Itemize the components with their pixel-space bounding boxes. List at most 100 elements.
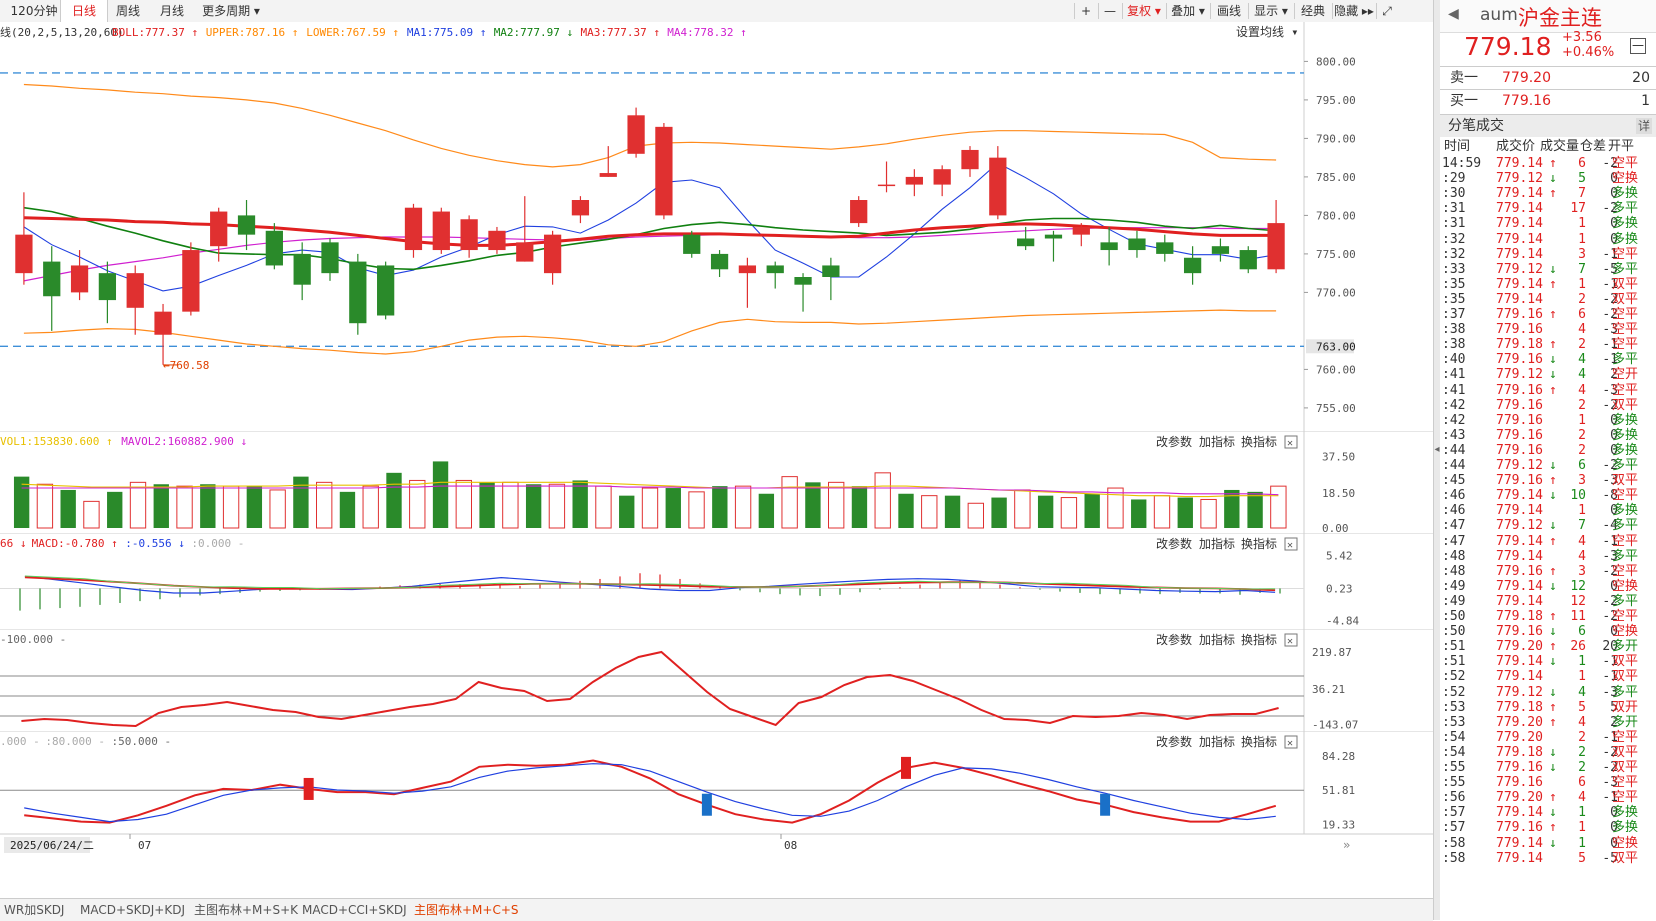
period-tab-2[interactable]: 周线 xyxy=(115,4,140,18)
tick-volume: 12 xyxy=(1570,593,1586,609)
scroll-right-icon[interactable]: » xyxy=(1343,838,1350,852)
close-icon[interactable]: ✕ xyxy=(1287,438,1293,449)
add-indicator-button[interactable]: 加指标 xyxy=(1199,434,1235,449)
zoom-out-button[interactable]: — xyxy=(1104,4,1116,18)
switch-indicator-button[interactable]: 换指标 xyxy=(1241,434,1277,449)
candles xyxy=(15,107,1285,365)
skdj-d-line xyxy=(24,763,1276,823)
minimize-icon[interactable]: — xyxy=(1630,38,1646,54)
tick-price: 779.14 xyxy=(1496,231,1543,247)
expand-icon[interactable]: ⤢ xyxy=(1382,4,1392,18)
tick-type: 空平 xyxy=(1612,337,1639,353)
tick-direction: ↑ xyxy=(1549,533,1557,549)
close-panel-button[interactable] xyxy=(1284,435,1298,449)
tick-type: 多平 xyxy=(1612,352,1639,368)
switch-indicator-button[interactable]: 换指标 xyxy=(1241,536,1277,551)
candle-body xyxy=(154,311,172,335)
tick-oi-change: -2 xyxy=(1602,291,1618,307)
close-panel-button[interactable] xyxy=(1284,735,1298,749)
edit-params-button[interactable]: 改参数 xyxy=(1156,632,1192,647)
tick-row: :46 779.14 ↓ 10 -8 空平 xyxy=(1440,488,1650,504)
draw-button[interactable]: 画线 xyxy=(1216,4,1241,18)
volume-ma-line xyxy=(21,481,1279,498)
tick-volume: 6 xyxy=(1578,307,1586,322)
tick-volume: 4 xyxy=(1578,367,1586,383)
template-tab-4[interactable]: 主图布林+M+C+S xyxy=(414,903,519,917)
edit-params-button[interactable]: 改参数 xyxy=(1156,734,1192,749)
add-indicator-button[interactable]: 加指标 xyxy=(1199,632,1235,647)
tick-price: 779.14 xyxy=(1496,246,1543,262)
tick-oi-change: -4 xyxy=(1602,518,1618,534)
period-tab-3[interactable]: 月线 xyxy=(159,4,184,18)
kline-chart[interactable]: 线(20,2,5,13,20,60)BOLL:777.37 ↑ UPPER:787… xyxy=(0,22,1433,887)
tick-row: :31 779.14 17 -2 多平 xyxy=(1440,201,1650,217)
price-axis-label: 800.00 xyxy=(1316,55,1356,68)
period-tab-4[interactable]: 更多周期 ▾ xyxy=(202,4,260,18)
close-panel-button[interactable] xyxy=(1284,633,1298,647)
tick-time: :51 xyxy=(1442,654,1466,670)
volume-bar xyxy=(1200,498,1217,529)
macd-dea-line xyxy=(24,576,1276,592)
tick-oi-change: 0 xyxy=(1610,442,1618,458)
tick-volume: 1 xyxy=(1578,654,1586,670)
tick-volume: 5 xyxy=(1578,699,1586,715)
tick-type: 多平 xyxy=(1612,548,1639,564)
switch-indicator-button[interactable]: 换指标 xyxy=(1241,632,1277,647)
ticks-detail-button[interactable]: 详 xyxy=(1636,118,1652,134)
candle-body xyxy=(905,176,923,185)
tick-type: 多换 xyxy=(1612,412,1639,428)
candle-body xyxy=(766,265,784,274)
tick-volume: 2 xyxy=(1578,427,1586,443)
tick-time: :57 xyxy=(1442,820,1466,836)
tick-oi-change: -8 xyxy=(1602,488,1618,504)
ma-settings-button[interactable]: 设置均线 ▾ xyxy=(1236,25,1298,39)
tick-oi-change: 0 xyxy=(1610,231,1618,247)
macd-axis-label: 5.42 xyxy=(1326,550,1353,563)
candle-body xyxy=(516,242,534,262)
volume-bar xyxy=(107,491,123,528)
tick-row: :29 779.12 ↓ 5 0 空换 xyxy=(1440,171,1650,187)
edit-params-button[interactable]: 改参数 xyxy=(1156,536,1192,551)
candle-body xyxy=(1044,234,1063,239)
template-tab-2[interactable]: 主图布林+M+S+K xyxy=(194,903,299,917)
zoom-in-button[interactable]: + xyxy=(1080,4,1092,18)
tick-type: 双平 xyxy=(1612,654,1639,670)
ticks-title-bar: 分笔成交 详 xyxy=(1440,114,1656,137)
candle-body xyxy=(70,265,89,293)
period-tab-0[interactable]: 120分钟 xyxy=(10,4,58,18)
prev-contract-icon[interactable]: ◀ xyxy=(1448,6,1459,22)
close-icon[interactable]: ✕ xyxy=(1287,540,1293,551)
chart-area[interactable]: 线(20,2,5,13,20,60) BOLL:777.37 ↑ UPPER:787… xyxy=(0,22,1433,887)
volume-axis-label: 37.50 xyxy=(1322,451,1355,464)
template-tab-1[interactable]: MACD+SKDJ+KDJ xyxy=(80,903,185,917)
tick-price: 779.14 xyxy=(1496,216,1543,232)
tick-oi-change: -2 xyxy=(1602,307,1618,322)
template-tab-0[interactable]: WR加SKDJ xyxy=(4,903,65,917)
tick-direction: ↓ xyxy=(1549,367,1557,383)
close-icon[interactable]: ✕ xyxy=(1287,636,1293,647)
tick-price: 779.18 xyxy=(1496,337,1543,353)
volume-bar xyxy=(316,481,333,529)
overlay-button[interactable]: 叠加 ▾ xyxy=(1171,4,1205,18)
template-tab-3[interactable]: MACD+CCI+SKDJ xyxy=(302,903,407,917)
edit-params-button[interactable]: 改参数 xyxy=(1156,434,1192,449)
volume-bar xyxy=(712,486,728,528)
tick-row: :49 779.14 12 -2 多平 xyxy=(1440,594,1650,610)
display-button[interactable]: 显示 ▾ xyxy=(1254,4,1288,18)
volume-bar xyxy=(362,485,379,529)
candle-body xyxy=(237,215,256,235)
tick-volume: 4 xyxy=(1578,684,1586,700)
adjust-button[interactable]: 复权 ▾ xyxy=(1127,4,1161,18)
candle-body xyxy=(850,200,868,224)
add-indicator-button[interactable]: 加指标 xyxy=(1199,734,1235,749)
cci-line xyxy=(21,650,1279,728)
switch-indicator-button[interactable]: 换指标 xyxy=(1241,734,1277,749)
splitter-arrow-icon[interactable]: ◂ xyxy=(1434,444,1440,455)
period-tab-1[interactable]: 日线 xyxy=(60,0,108,22)
close-panel-button[interactable] xyxy=(1284,537,1298,551)
add-indicator-button[interactable]: 加指标 xyxy=(1199,536,1235,551)
hide-button[interactable]: 隐藏 ▸▸ xyxy=(1334,4,1374,18)
classic-button[interactable]: 经典 xyxy=(1300,4,1325,18)
line-mid xyxy=(23,216,1277,247)
close-icon[interactable]: ✕ xyxy=(1287,738,1293,749)
